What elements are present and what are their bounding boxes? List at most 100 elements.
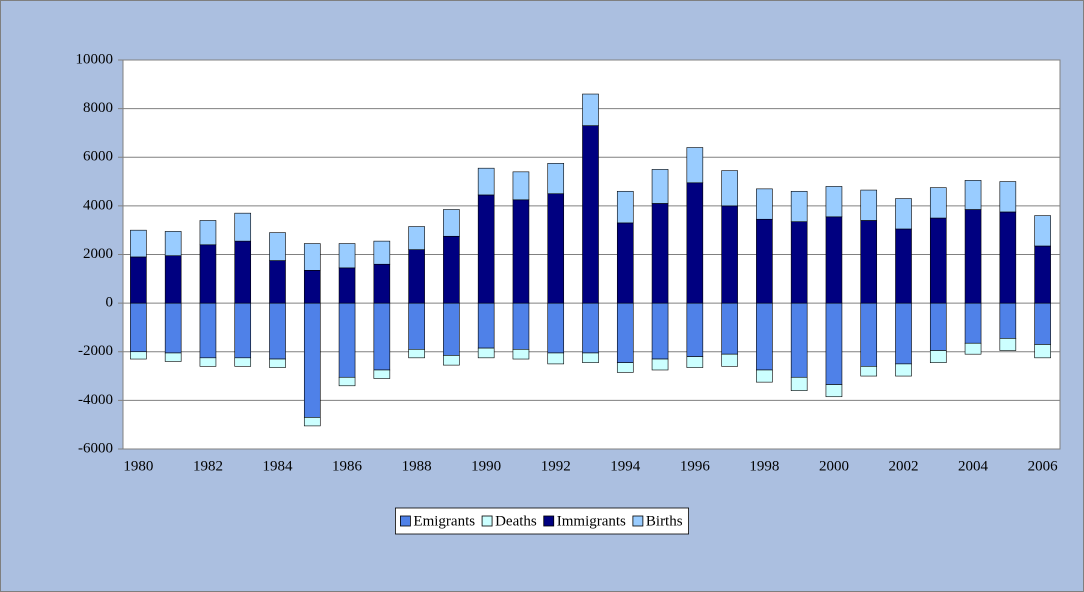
bar-segment	[164, 255, 182, 304]
bar-segment	[582, 93, 599, 126]
legend-swatch	[543, 515, 555, 527]
legend-swatch	[400, 515, 411, 527]
y-tick-label: -2000	[78, 343, 113, 359]
bar-segment	[860, 366, 878, 377]
bar-segment	[512, 349, 530, 360]
bar-segment	[199, 357, 217, 367]
bar-segment	[964, 342, 982, 355]
bar-segment	[164, 231, 182, 257]
legend-label: Immigrants	[557, 513, 626, 529]
bar-segment	[582, 352, 599, 363]
bar-segment	[825, 302, 843, 385]
bar-segment	[234, 240, 252, 304]
bar-segment	[130, 229, 147, 258]
y-tick-label: -6000	[78, 440, 113, 456]
bar-segment	[408, 349, 425, 359]
bar-segment	[999, 211, 1017, 304]
bar-segment	[895, 198, 912, 230]
bar-segment	[547, 193, 565, 304]
bar-segment	[512, 199, 530, 304]
bar-segment	[443, 355, 460, 366]
bar-segment	[303, 243, 321, 271]
legend: Emigrants Deaths Immigrants Births	[395, 507, 689, 535]
bar-segment	[408, 302, 425, 350]
bar-segment	[303, 302, 321, 418]
bar-segment	[721, 170, 738, 207]
x-tick-label: 2000	[819, 458, 849, 474]
bar-segment	[756, 188, 773, 220]
bar-segment	[373, 240, 391, 265]
bar-segment	[338, 302, 356, 378]
bar-segment	[130, 256, 147, 304]
bar-segment	[616, 190, 634, 224]
bar-segment	[338, 376, 356, 387]
bar-segment	[130, 302, 147, 353]
y-tick-label: 0	[106, 295, 114, 311]
bar-segment	[651, 302, 669, 360]
bar-segment	[547, 302, 565, 354]
x-tick-label: 1994	[610, 458, 641, 474]
bar-segment	[790, 376, 808, 391]
legend-label: Deaths	[495, 513, 537, 529]
bar-segment	[477, 167, 495, 196]
bar-segment	[303, 270, 321, 304]
y-tick-label: -4000	[78, 392, 113, 408]
bar-segment	[895, 363, 912, 377]
bar-segment	[1034, 215, 1051, 247]
bar-segment	[477, 194, 495, 304]
bar-segment	[373, 302, 391, 371]
bar-segment	[825, 216, 843, 304]
bar-segment	[790, 221, 808, 304]
x-tick-label: 2004	[958, 458, 989, 474]
bar-segment	[199, 220, 217, 246]
y-tick-label: 4000	[83, 197, 113, 213]
bar-segment	[860, 220, 878, 304]
x-tick-label: 1982	[193, 458, 223, 474]
bar-segment	[234, 357, 252, 367]
bar-segment	[721, 353, 738, 367]
bar-segment	[512, 171, 530, 201]
bar-segment	[999, 338, 1017, 351]
bar-segment	[860, 302, 878, 367]
bar-segment	[408, 226, 425, 250]
x-tick-label: 1992	[541, 458, 571, 474]
bar-segment	[512, 302, 530, 350]
bar-segment	[895, 302, 912, 365]
y-tick-label: 2000	[83, 246, 113, 262]
bar-segment	[547, 163, 565, 195]
bar-segment	[721, 205, 738, 304]
bar-segment	[721, 302, 738, 355]
bar-segment	[964, 209, 982, 304]
bar-segment	[929, 187, 947, 219]
x-tick-label: 1988	[402, 458, 432, 474]
bar-segment	[651, 203, 669, 304]
y-tick-label: 6000	[83, 149, 113, 165]
bar-segment	[443, 235, 460, 304]
bar-segment	[616, 362, 634, 373]
bar-segment	[860, 189, 878, 221]
bar-segment	[373, 263, 391, 304]
bar-segment	[373, 369, 391, 379]
bar-segment	[929, 350, 947, 363]
y-tick-label: 10000	[76, 51, 114, 67]
bar-segment	[825, 384, 843, 398]
bar-segment	[790, 190, 808, 222]
bar-segment	[477, 302, 495, 349]
bar-segment	[269, 260, 286, 304]
bar-segment	[338, 267, 356, 304]
bar-segment	[1034, 302, 1051, 345]
bar-segment	[234, 302, 252, 359]
x-tick-label: 1984	[263, 458, 294, 474]
bar-segment	[686, 182, 704, 304]
bar-segment	[164, 302, 182, 354]
bar-segment	[999, 181, 1017, 213]
bar-segment	[234, 212, 252, 242]
bar-segment	[686, 147, 704, 184]
bar-segment	[269, 302, 286, 360]
bar-segment	[1034, 245, 1051, 304]
x-tick-label: 1996	[680, 458, 711, 474]
bar-segment	[964, 180, 982, 210]
bar-segment	[756, 302, 773, 371]
x-tick-label: 1986	[332, 458, 363, 474]
